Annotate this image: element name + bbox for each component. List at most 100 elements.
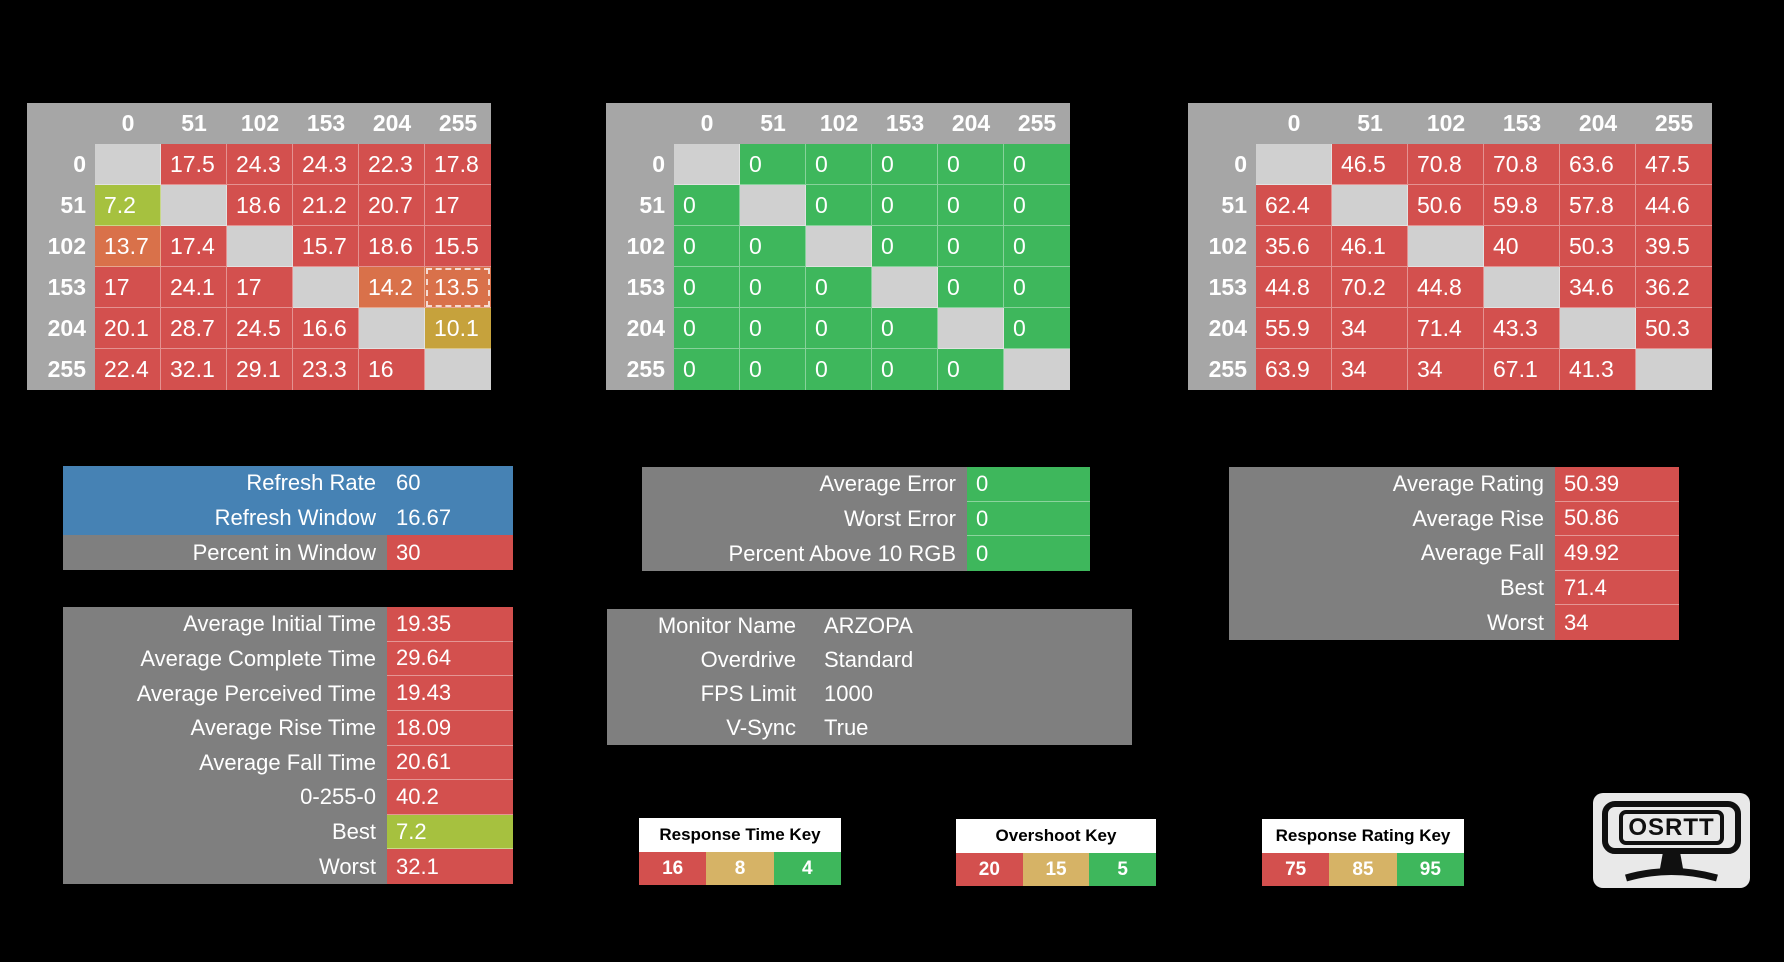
matrix-cell[interactable]: 18.6	[227, 185, 293, 226]
matrix-cell[interactable]: 0	[872, 185, 938, 226]
matrix-cell[interactable]: 70.8	[1408, 144, 1484, 185]
matrix-cell[interactable]: 71.4	[1408, 308, 1484, 349]
matrix-cell[interactable]: 0	[674, 185, 740, 226]
matrix-cell[interactable]: 24.1	[161, 267, 227, 308]
matrix-cell[interactable]: 62.4	[1256, 185, 1332, 226]
matrix-cell[interactable]: 67.1	[1484, 349, 1560, 390]
matrix-cell[interactable]: 0	[806, 185, 872, 226]
matrix-cell[interactable]	[293, 267, 359, 308]
matrix-cell[interactable]: 17.8	[425, 144, 491, 185]
matrix-cell[interactable]: 0	[740, 349, 806, 390]
matrix-cell[interactable]: 17	[425, 185, 491, 226]
matrix-cell[interactable]: 59.8	[1484, 185, 1560, 226]
matrix-cell[interactable]	[1636, 349, 1712, 390]
matrix-cell[interactable]	[425, 349, 491, 390]
matrix-cell[interactable]	[1332, 185, 1408, 226]
matrix-cell[interactable]: 17.4	[161, 226, 227, 267]
matrix-cell[interactable]: 28.7	[161, 308, 227, 349]
matrix-cell[interactable]: 0	[1004, 267, 1070, 308]
matrix-cell[interactable]: 0	[872, 144, 938, 185]
matrix-cell[interactable]: 46.1	[1332, 226, 1408, 267]
matrix-cell[interactable]: 16	[359, 349, 425, 390]
matrix-cell[interactable]: 15.5	[425, 226, 491, 267]
matrix-cell[interactable]: 50.3	[1560, 226, 1636, 267]
matrix-cell[interactable]: 44.6	[1636, 185, 1712, 226]
matrix-cell[interactable]: 7.2	[95, 185, 161, 226]
matrix-cell[interactable]: 0	[872, 308, 938, 349]
matrix-cell[interactable]: 32.1	[161, 349, 227, 390]
matrix-cell[interactable]	[872, 267, 938, 308]
matrix-cell[interactable]: 50.6	[1408, 185, 1484, 226]
matrix-cell[interactable]: 0	[938, 349, 1004, 390]
matrix-cell[interactable]	[938, 308, 1004, 349]
matrix-cell[interactable]: 20.1	[95, 308, 161, 349]
matrix-cell[interactable]: 0	[674, 308, 740, 349]
matrix-cell[interactable]: 0	[872, 349, 938, 390]
matrix-cell[interactable]: 0	[740, 144, 806, 185]
matrix-cell[interactable]: 36.2	[1636, 267, 1712, 308]
matrix-cell[interactable]: 17.5	[161, 144, 227, 185]
matrix-cell[interactable]	[674, 144, 740, 185]
matrix-cell[interactable]: 23.3	[293, 349, 359, 390]
matrix-cell[interactable]	[1484, 267, 1560, 308]
matrix-cell[interactable]: 34	[1408, 349, 1484, 390]
matrix-cell[interactable]: 70.2	[1332, 267, 1408, 308]
matrix-cell[interactable]	[1408, 226, 1484, 267]
matrix-cell[interactable]: 47.5	[1636, 144, 1712, 185]
matrix-cell[interactable]: 0	[674, 226, 740, 267]
matrix-cell[interactable]: 39.5	[1636, 226, 1712, 267]
matrix-cell[interactable]: 0	[1004, 144, 1070, 185]
matrix-cell[interactable]: 34	[1332, 308, 1408, 349]
matrix-cell[interactable]: 22.4	[95, 349, 161, 390]
matrix-cell[interactable]	[161, 185, 227, 226]
matrix-cell[interactable]: 17	[227, 267, 293, 308]
matrix-cell[interactable]: 0	[674, 349, 740, 390]
matrix-cell[interactable]: 0	[806, 349, 872, 390]
matrix-cell[interactable]: 24.3	[293, 144, 359, 185]
matrix-cell[interactable]: 40	[1484, 226, 1560, 267]
matrix-cell[interactable]: 24.3	[227, 144, 293, 185]
matrix-cell[interactable]: 50.3	[1636, 308, 1712, 349]
matrix-cell[interactable]: 0	[1004, 185, 1070, 226]
matrix-cell[interactable]: 63.9	[1256, 349, 1332, 390]
matrix-cell[interactable]: 44.8	[1256, 267, 1332, 308]
matrix-cell[interactable]: 15.7	[293, 226, 359, 267]
matrix-cell[interactable]: 0	[1004, 226, 1070, 267]
matrix-cell[interactable]	[1256, 144, 1332, 185]
matrix-cell[interactable]: 0	[674, 267, 740, 308]
matrix-cell[interactable]: 63.6	[1560, 144, 1636, 185]
matrix-cell[interactable]: 16.6	[293, 308, 359, 349]
matrix-cell[interactable]: 24.5	[227, 308, 293, 349]
matrix-cell[interactable]: 0	[938, 144, 1004, 185]
matrix-cell[interactable]: 18.6	[359, 226, 425, 267]
matrix-cell[interactable]: 55.9	[1256, 308, 1332, 349]
matrix-cell[interactable]: 0	[872, 226, 938, 267]
matrix-cell[interactable]: 0	[938, 267, 1004, 308]
matrix-cell[interactable]: 0	[806, 308, 872, 349]
matrix-cell[interactable]: 0	[740, 267, 806, 308]
matrix-cell[interactable]	[1560, 308, 1636, 349]
matrix-cell[interactable]: 13.5	[425, 267, 491, 308]
matrix-cell[interactable]	[359, 308, 425, 349]
matrix-cell[interactable]: 46.5	[1332, 144, 1408, 185]
matrix-cell[interactable]: 13.7	[95, 226, 161, 267]
matrix-cell[interactable]: 21.2	[293, 185, 359, 226]
matrix-cell[interactable]: 70.8	[1484, 144, 1560, 185]
matrix-cell[interactable]: 10.1	[425, 308, 491, 349]
matrix-cell[interactable]: 0	[806, 144, 872, 185]
matrix-cell[interactable]: 0	[1004, 308, 1070, 349]
matrix-cell[interactable]	[1004, 349, 1070, 390]
matrix-cell[interactable]: 0	[740, 226, 806, 267]
matrix-cell[interactable]	[806, 226, 872, 267]
matrix-cell[interactable]	[227, 226, 293, 267]
matrix-cell[interactable]: 0	[806, 267, 872, 308]
matrix-cell[interactable]	[95, 144, 161, 185]
matrix-cell[interactable]: 34	[1332, 349, 1408, 390]
matrix-cell[interactable]: 44.8	[1408, 267, 1484, 308]
matrix-cell[interactable]	[740, 185, 806, 226]
matrix-cell[interactable]: 0	[740, 308, 806, 349]
matrix-cell[interactable]: 57.8	[1560, 185, 1636, 226]
matrix-cell[interactable]: 41.3	[1560, 349, 1636, 390]
matrix-cell[interactable]: 43.3	[1484, 308, 1560, 349]
matrix-cell[interactable]: 14.2	[359, 267, 425, 308]
